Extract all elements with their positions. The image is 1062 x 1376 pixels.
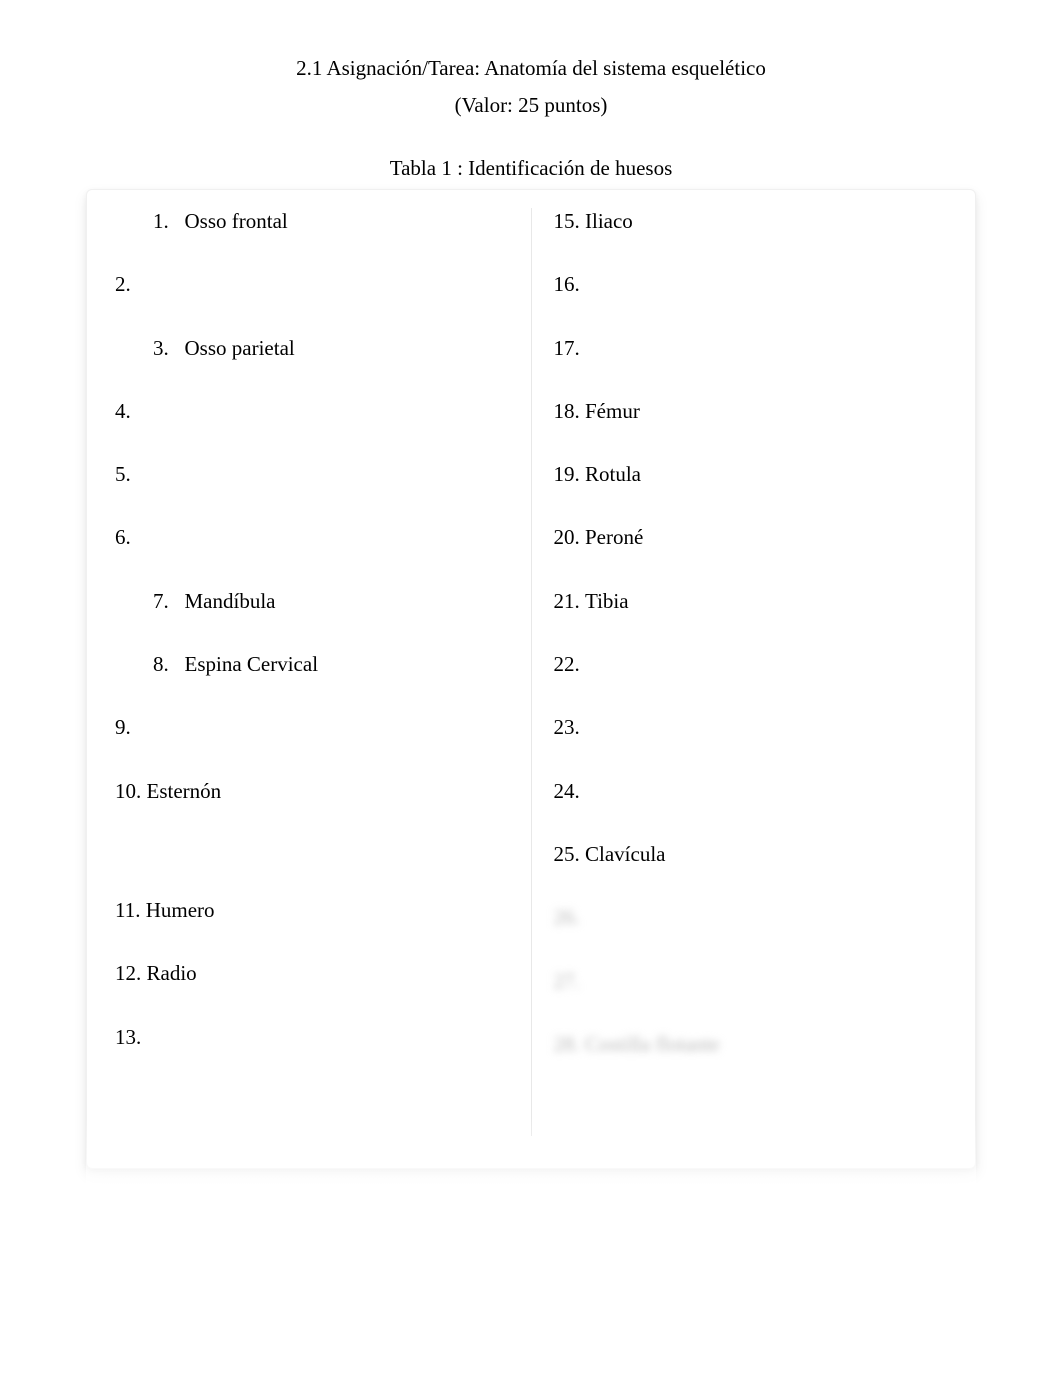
item-number: 10.: [115, 779, 141, 803]
list-item: 11. Humero: [115, 897, 509, 924]
list-item: 1. Osso frontal: [153, 208, 509, 235]
item-number: 27.: [554, 969, 580, 993]
item-text: Osso frontal: [185, 209, 288, 233]
list-item: 2.: [115, 271, 509, 298]
list-item: 6.: [115, 524, 509, 551]
item-number: 11.: [115, 898, 140, 922]
item-number: 3.: [153, 336, 169, 360]
item-number: 26.: [554, 905, 580, 929]
item-number: 22.: [554, 652, 580, 676]
list-item: 10. Esternón: [115, 778, 509, 805]
item-text: Osso parietal: [185, 336, 295, 360]
table-container: 1. Osso frontal 2. 3. Osso parietal 4. 5…: [86, 189, 976, 1169]
item-text: Peroné: [585, 525, 643, 549]
item-number: 17.: [554, 336, 580, 360]
item-number: 24.: [554, 779, 580, 803]
item-text: Esternón: [147, 779, 222, 803]
list-item: 4.: [115, 398, 509, 425]
item-number: 16.: [554, 272, 580, 296]
table-wrapper: 1. Osso frontal 2. 3. Osso parietal 4. 5…: [86, 189, 976, 1169]
item-number: 2.: [115, 272, 131, 296]
item-number: 5.: [115, 462, 131, 486]
item-text: Espina Cervical: [185, 652, 319, 676]
item-text: Tibia: [585, 589, 629, 613]
item-text: Radio: [147, 961, 197, 985]
item-number: 12.: [115, 961, 141, 985]
page-title: 2.1 Asignación/Tarea: Anatomía del siste…: [0, 56, 1062, 81]
list-item: 19. Rotula: [554, 461, 948, 488]
list-item-blurred: 28. Costilla flotante: [554, 1031, 948, 1058]
item-text: Rotula: [585, 462, 641, 486]
list-item: 22.: [554, 651, 948, 678]
list-item: 13.: [115, 1024, 509, 1051]
list-item: 18. Fémur: [554, 398, 948, 425]
item-number: 8.: [153, 652, 169, 676]
list-item: 21. Tibia: [554, 588, 948, 615]
header: 2.1 Asignación/Tarea: Anatomía del siste…: [0, 56, 1062, 118]
item-number: 1.: [153, 209, 169, 233]
table-title: Tabla 1 : Identificación de huesos: [0, 156, 1062, 181]
item-number: 25.: [554, 842, 580, 866]
list-item: 5.: [115, 461, 509, 488]
list-item: 20. Peroné: [554, 524, 948, 551]
list-item: 7. Mandíbula: [153, 588, 509, 615]
item-number: 18.: [554, 399, 580, 423]
right-column: 15. Iliaco 16. 17. 18. Fémur 19. Rotula …: [532, 208, 948, 1136]
item-text: Costilla flotante: [585, 1032, 720, 1056]
item-number: 23.: [554, 715, 580, 739]
item-text: Humero: [146, 898, 215, 922]
item-number: 19.: [554, 462, 580, 486]
list-item: 8. Espina Cervical: [153, 651, 509, 678]
left-column: 1. Osso frontal 2. 3. Osso parietal 4. 5…: [115, 208, 532, 1136]
item-number: 6.: [115, 525, 131, 549]
item-text: Fémur: [585, 399, 640, 423]
item-number: 20.: [554, 525, 580, 549]
list-item: 3. Osso parietal: [153, 335, 509, 362]
item-number: 21.: [554, 589, 580, 613]
item-number: 9.: [115, 715, 131, 739]
list-item: 9.: [115, 714, 509, 741]
list-item: 15. Iliaco: [554, 208, 948, 235]
item-text: Mandíbula: [185, 589, 276, 613]
list-item: 23.: [554, 714, 948, 741]
list-item: 25. Clavícula: [554, 841, 948, 868]
list-item: 24.: [554, 778, 948, 805]
item-number: 15.: [554, 209, 580, 233]
page-subtitle: (Valor: 25 puntos): [0, 93, 1062, 118]
item-number: 13.: [115, 1025, 141, 1049]
list-item: 12. Radio: [115, 960, 509, 987]
item-number: 7.: [153, 589, 169, 613]
list-item: 17.: [554, 335, 948, 362]
list-item: 16.: [554, 271, 948, 298]
list-item-blurred: 27.: [554, 968, 948, 995]
spacer: [115, 841, 509, 897]
list-item-blurred: 26.: [554, 904, 948, 931]
item-text: Clavícula: [585, 842, 665, 866]
item-number: 28.: [554, 1032, 580, 1056]
item-number: 4.: [115, 399, 131, 423]
item-text: Iliaco: [585, 209, 633, 233]
